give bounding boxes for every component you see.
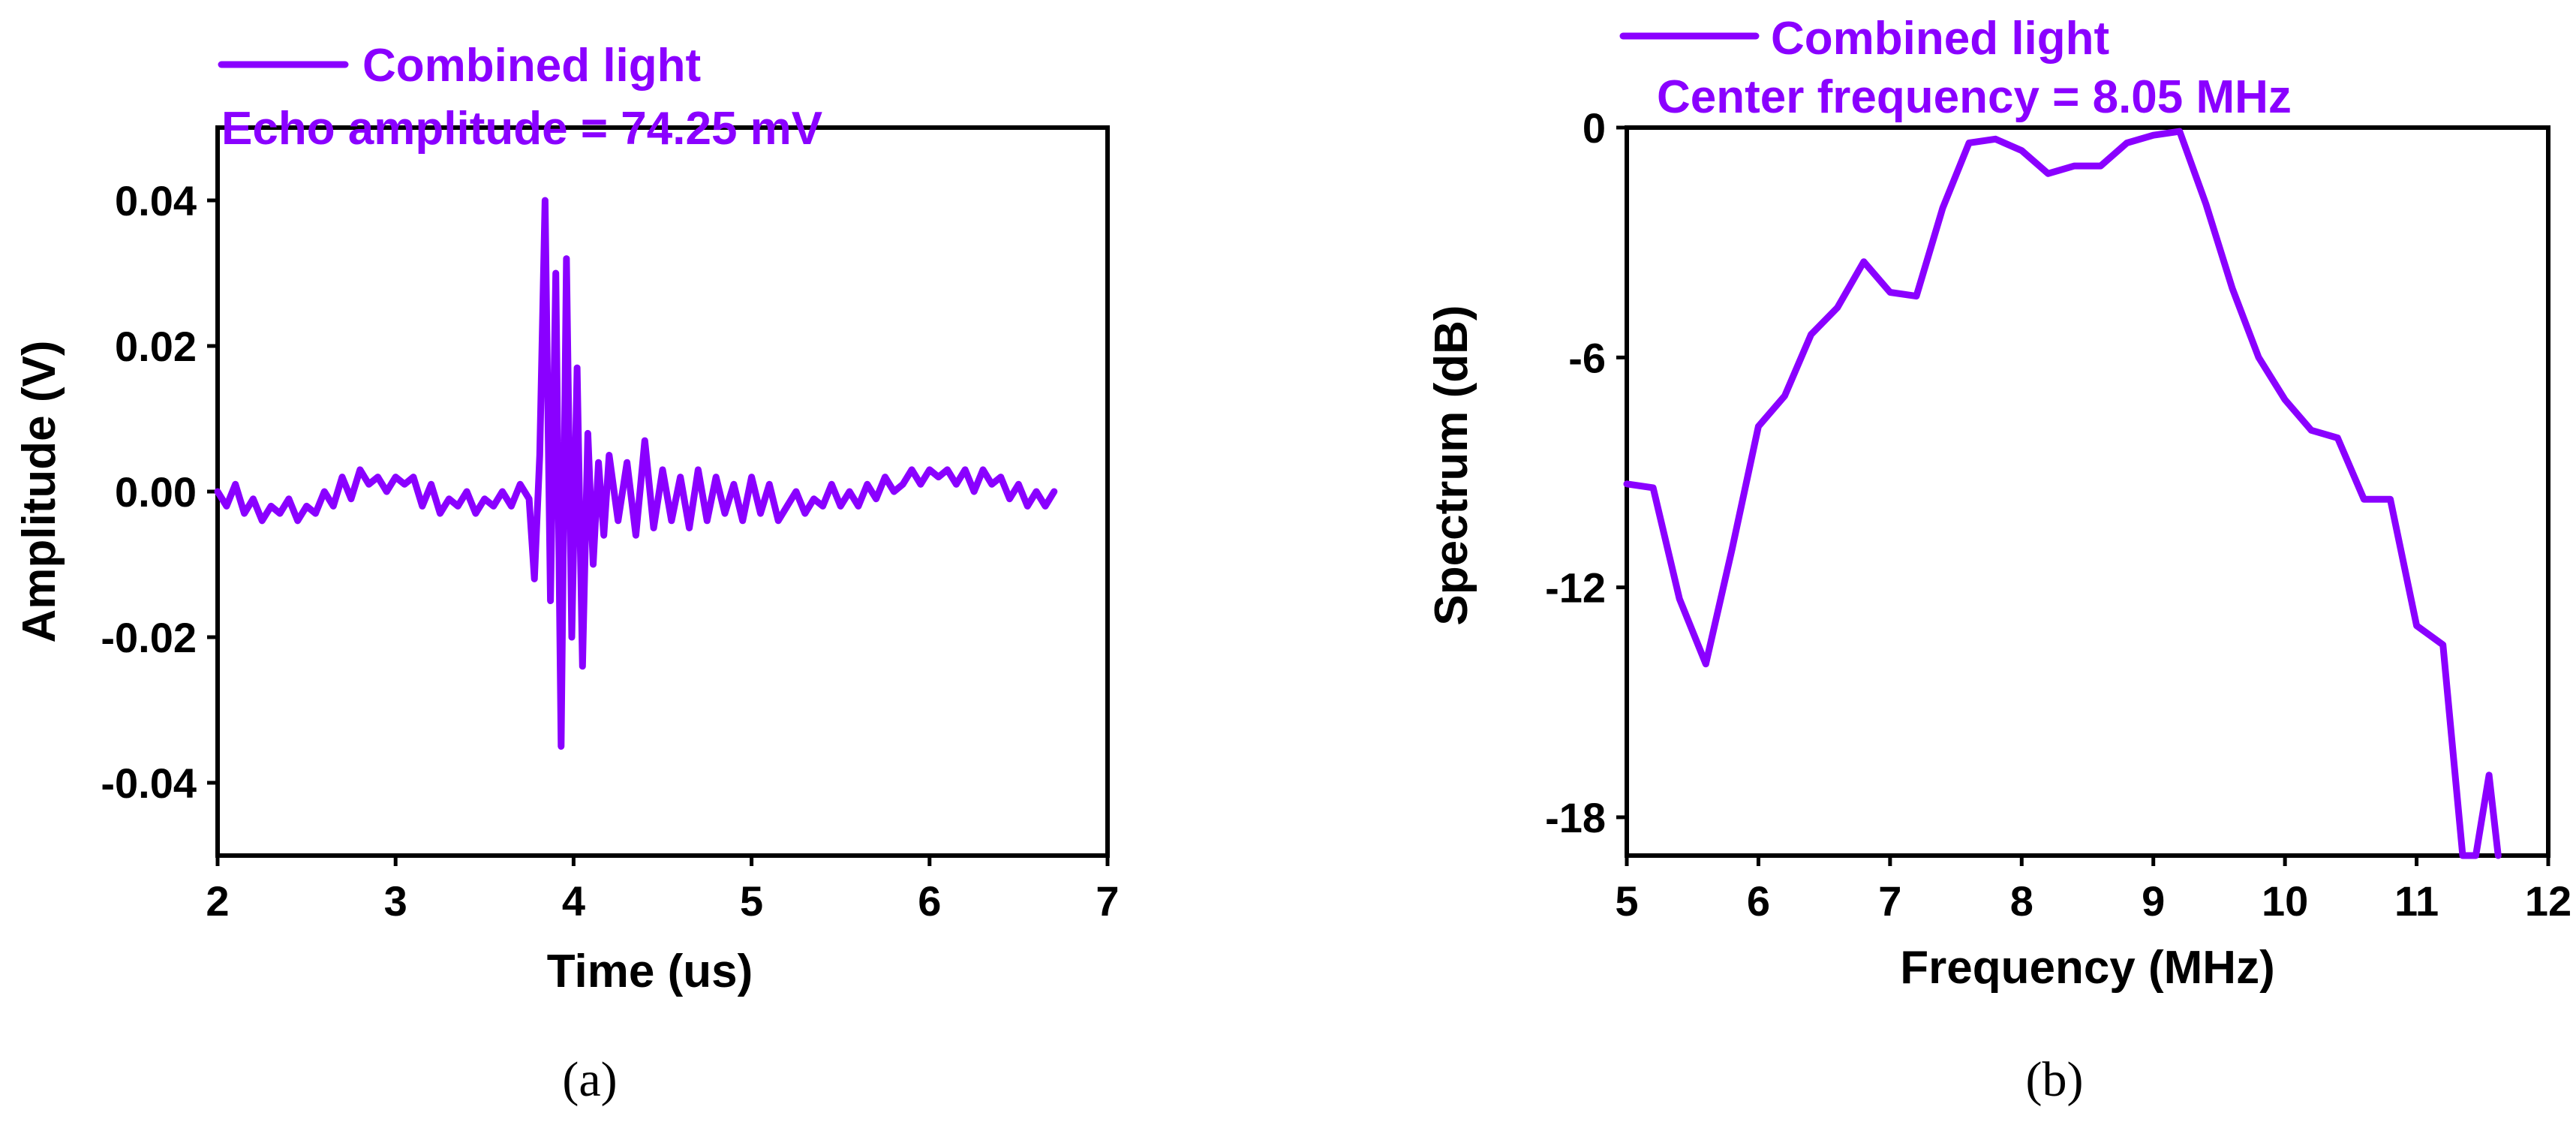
panel-label-b: (b)	[2026, 1052, 2084, 1107]
y-tick-label: -6	[1568, 334, 1606, 381]
x-tick-label: 6	[918, 877, 941, 925]
x-axis-title-b: Frequency (MHz)	[1900, 942, 2274, 994]
legend-label-b: Combined light	[1771, 13, 2109, 65]
x-tick-label: 4	[562, 877, 585, 925]
series-line-combined-light-b	[1623, 128, 2502, 859]
y-tick-label: 0	[1583, 104, 1606, 152]
x-tick-label: 9	[2142, 877, 2165, 925]
panel-a: -0.04 -0.02 0.00 0.02 0.04 2 3 4 5 6 7 Combined l…	[14, 40, 1120, 1107]
y-tick-label: -12	[1545, 564, 1606, 612]
y-axis-title-a: Amplitude (V)	[14, 341, 65, 643]
x-tick-label: 7	[1878, 877, 1901, 925]
panel-label-a: (a)	[562, 1052, 617, 1107]
annotation-echo-amplitude: Echo amplitude = 74.25 mV	[221, 103, 822, 155]
y-tick-label: 0.00	[115, 468, 197, 516]
x-tick-label: 3	[384, 877, 407, 925]
annotation-center-frequency: Center frequency = 8.05 MHz	[1657, 71, 2292, 123]
y-tick-label: -0.04	[101, 760, 197, 807]
x-ticks-a: 2 3 4 5 6 7	[206, 856, 1120, 925]
x-tick-label: 5	[1615, 877, 1638, 925]
x-tick-label: 2	[206, 877, 229, 925]
plot-frame-b	[1625, 125, 2550, 858]
y-tick-label: 0.04	[115, 177, 197, 224]
legend-label-a: Combined light	[362, 40, 701, 92]
y-ticks-a: -0.04 -0.02 0.00 0.02 0.04	[101, 177, 218, 807]
x-tick-label: 10	[2262, 877, 2308, 925]
panel-b: 0 -6 -12 -18 5 6 7 8 9 10 11 12 Combined light Cen…	[1426, 13, 2571, 1107]
x-tick-label: 5	[740, 877, 763, 925]
x-tick-label: 6	[1747, 877, 1770, 925]
y-ticks-b: 0 -6 -12 -18	[1545, 104, 1627, 841]
series-line-combined-light-a	[214, 197, 1058, 750]
x-ticks-b: 5 6 7 8 9 10 11 12	[1615, 856, 2571, 925]
y-tick-label: -0.02	[101, 614, 197, 661]
x-tick-label: 12	[2525, 877, 2571, 925]
y-tick-label: 0.02	[115, 323, 197, 370]
x-tick-label: 11	[2394, 877, 2439, 925]
x-tick-label: 7	[1096, 877, 1119, 925]
y-tick-label: -18	[1545, 794, 1606, 841]
y-axis-title-b: Spectrum (dB)	[1426, 305, 1477, 625]
x-axis-title-a: Time (us)	[547, 946, 753, 997]
x-tick-label: 8	[2010, 877, 2033, 925]
